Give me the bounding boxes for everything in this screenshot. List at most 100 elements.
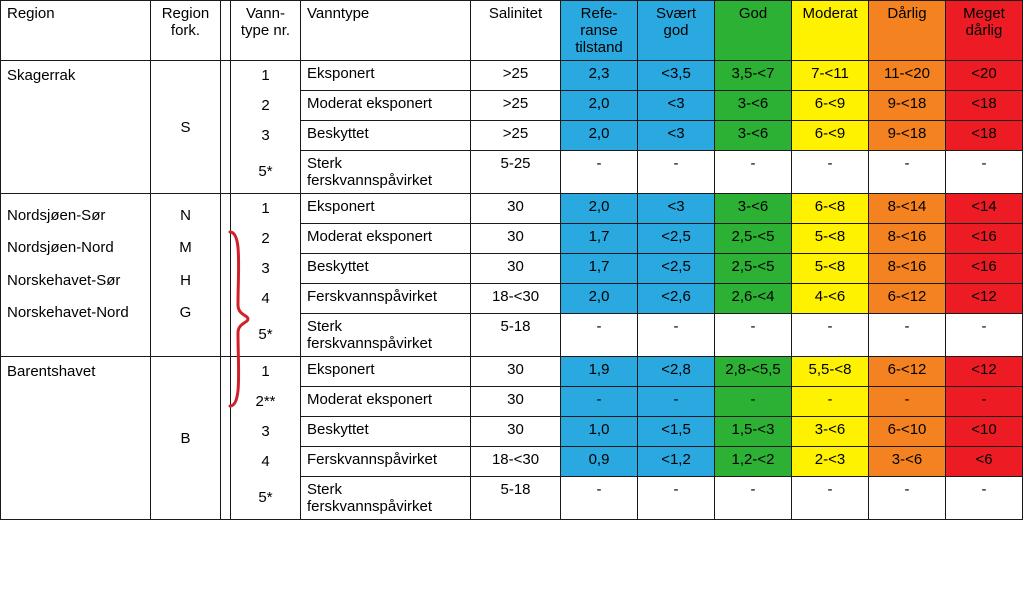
table-row: Nordsjøen-SørNordsjøen-NordNorskehavet-S…	[1, 194, 1023, 224]
salinitet-cell: 30	[471, 254, 561, 284]
value-cell: -	[946, 314, 1023, 357]
value-cell: 2,5-<5	[715, 224, 792, 254]
value-cell: 5-<8	[792, 224, 869, 254]
salinitet-cell: 30	[471, 417, 561, 447]
header-god: God	[715, 1, 792, 61]
value-cell: <12	[946, 357, 1023, 387]
vanntype-cell: Sterk ferskvannspåvirket	[301, 314, 471, 357]
vanntype-nr-cell: 2	[231, 91, 301, 121]
classification-table: Region Region fork. Vann-type nr. Vannty…	[0, 0, 1023, 520]
value-cell: <10	[946, 417, 1023, 447]
value-cell: 2,0	[561, 194, 638, 224]
value-cell: <12	[946, 284, 1023, 314]
value-cell: 6-<12	[869, 284, 946, 314]
value-cell: <3	[638, 121, 715, 151]
vanntype-nr-cell: 1	[231, 61, 301, 91]
header-meget: Meget dårlig	[946, 1, 1023, 61]
vanntype-nr-cell: 3	[231, 121, 301, 151]
header-moderat: Moderat	[792, 1, 869, 61]
value-cell: -	[792, 387, 869, 417]
value-cell: 3-<6	[715, 194, 792, 224]
value-cell: -	[561, 314, 638, 357]
value-cell: <3,5	[638, 61, 715, 91]
value-cell: 3,5-<7	[715, 61, 792, 91]
value-cell: -	[869, 477, 946, 520]
header-fork: Region fork.	[151, 1, 221, 61]
value-cell: 3-<6	[792, 417, 869, 447]
value-cell: 3-<6	[715, 121, 792, 151]
value-cell: 6-<9	[792, 91, 869, 121]
salinitet-cell: 30	[471, 387, 561, 417]
value-cell: 1,7	[561, 254, 638, 284]
value-cell: -	[715, 151, 792, 194]
value-cell: 11-<20	[869, 61, 946, 91]
value-cell: -	[715, 387, 792, 417]
vanntype-nr-cell: 1	[231, 357, 301, 387]
salinitet-cell: 30	[471, 224, 561, 254]
value-cell: <2,8	[638, 357, 715, 387]
vanntype-cell: Ferskvannspåvirket	[301, 284, 471, 314]
value-cell: 2,3	[561, 61, 638, 91]
vanntype-nr-cell: 2	[231, 224, 301, 254]
value-cell: -	[869, 151, 946, 194]
spacer-cell	[221, 61, 231, 194]
region-cell: Nordsjøen-SørNordsjøen-NordNorskehavet-S…	[1, 194, 151, 357]
region-fork-cell: B	[151, 357, 221, 520]
vanntype-nr-cell: 4	[231, 447, 301, 477]
value-cell: 1,9	[561, 357, 638, 387]
value-cell: 2-<3	[792, 447, 869, 477]
value-cell: -	[869, 387, 946, 417]
table-body: SkagerrakS1Eksponert>252,3<3,53,5-<77-<1…	[1, 61, 1023, 520]
value-cell: 6-<8	[792, 194, 869, 224]
value-cell: 1,0	[561, 417, 638, 447]
vanntype-cell: Sterk ferskvannspåvirket	[301, 151, 471, 194]
vanntype-nr-cell: 5*	[231, 151, 301, 194]
vanntype-nr-cell: 2**	[231, 387, 301, 417]
vanntype-nr-cell: 5*	[231, 314, 301, 357]
value-cell: -	[638, 314, 715, 357]
value-cell: -	[638, 477, 715, 520]
value-cell: 1,7	[561, 224, 638, 254]
vanntype-nr-cell: 5*	[231, 477, 301, 520]
value-cell: -	[561, 387, 638, 417]
value-cell: -	[715, 314, 792, 357]
value-cell: -	[792, 151, 869, 194]
value-cell: 2,0	[561, 91, 638, 121]
header-vtnr: Vann-type nr.	[231, 1, 301, 61]
value-cell: <3	[638, 194, 715, 224]
value-cell: -	[792, 314, 869, 357]
value-cell: <1,2	[638, 447, 715, 477]
salinitet-cell: 30	[471, 357, 561, 387]
spacer-cell	[221, 357, 231, 520]
value-cell: 2,5-<5	[715, 254, 792, 284]
value-cell: 4-<6	[792, 284, 869, 314]
vanntype-cell: Beskyttet	[301, 121, 471, 151]
value-cell: <2,5	[638, 254, 715, 284]
value-cell: 1,2-<2	[715, 447, 792, 477]
salinitet-cell: 5-25	[471, 151, 561, 194]
vanntype-cell: Eksponert	[301, 194, 471, 224]
value-cell: <16	[946, 254, 1023, 284]
value-cell: -	[638, 151, 715, 194]
value-cell: 3-<6	[869, 447, 946, 477]
value-cell: -	[946, 477, 1023, 520]
vanntype-nr-cell: 3	[231, 417, 301, 447]
value-cell: <2,6	[638, 284, 715, 314]
value-cell: 2,0	[561, 121, 638, 151]
header-salinitet: Salinitet	[471, 1, 561, 61]
value-cell: 8-<16	[869, 254, 946, 284]
value-cell: -	[946, 151, 1023, 194]
value-cell: 7-<11	[792, 61, 869, 91]
value-cell: 5,5-<8	[792, 357, 869, 387]
vanntype-cell: Moderat eksponert	[301, 91, 471, 121]
vanntype-cell: Moderat eksponert	[301, 224, 471, 254]
salinitet-cell: 30	[471, 194, 561, 224]
region-fork-cell: NMHG	[151, 194, 221, 357]
value-cell: 8-<14	[869, 194, 946, 224]
vanntype-cell: Ferskvannspåvirket	[301, 447, 471, 477]
value-cell: 9-<18	[869, 121, 946, 151]
value-cell: 6-<9	[792, 121, 869, 151]
value-cell: 6-<10	[869, 417, 946, 447]
value-cell: -	[869, 314, 946, 357]
value-cell: <18	[946, 91, 1023, 121]
